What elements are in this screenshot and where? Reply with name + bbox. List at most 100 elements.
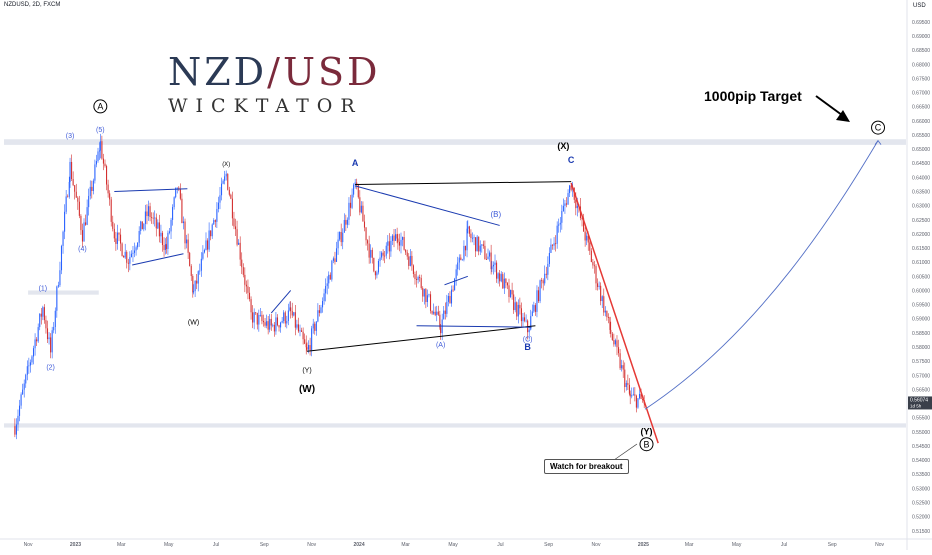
candle-body bbox=[29, 362, 31, 366]
candle-body bbox=[556, 225, 558, 244]
candle-body bbox=[216, 209, 218, 222]
candle-body bbox=[317, 310, 319, 322]
candle-body bbox=[289, 307, 291, 311]
candle-body bbox=[625, 383, 627, 388]
candle-body bbox=[92, 180, 94, 191]
candle-body bbox=[81, 230, 84, 242]
candle-body bbox=[207, 240, 209, 250]
candle-body bbox=[370, 249, 372, 258]
wave-label: (W) bbox=[299, 384, 315, 395]
price-tick-label: 0.65500 bbox=[912, 133, 930, 139]
candle-body bbox=[190, 266, 192, 277]
candle-body bbox=[468, 226, 470, 234]
candle-body bbox=[422, 288, 424, 297]
candle-body bbox=[72, 178, 74, 186]
candle-body bbox=[621, 365, 623, 369]
candle-body bbox=[228, 189, 230, 195]
candle-body bbox=[345, 219, 347, 225]
candle-body bbox=[629, 393, 631, 397]
candle-body bbox=[261, 314, 263, 321]
candle-body bbox=[315, 321, 317, 331]
candle-body bbox=[140, 221, 142, 232]
wave-label: B bbox=[644, 439, 650, 449]
candle-body bbox=[308, 345, 310, 350]
candle-body bbox=[51, 330, 53, 353]
candle-body bbox=[548, 252, 550, 264]
candle-body bbox=[124, 251, 126, 258]
candle-body bbox=[69, 161, 71, 182]
candle-body bbox=[252, 312, 254, 323]
time-tick-label: May bbox=[448, 542, 458, 548]
candle-body bbox=[239, 242, 241, 260]
candle-body bbox=[439, 314, 441, 328]
candle-body bbox=[118, 232, 120, 235]
candle-body bbox=[23, 383, 25, 390]
candle-body bbox=[132, 252, 134, 254]
candle-body bbox=[230, 194, 232, 199]
currency-label[interactable]: USD bbox=[913, 3, 926, 9]
candle-body bbox=[181, 198, 183, 224]
candle-body bbox=[275, 317, 277, 332]
candle-body bbox=[42, 307, 44, 317]
wave-label: A bbox=[352, 158, 359, 168]
candle-body bbox=[339, 231, 341, 240]
candle-body bbox=[200, 258, 202, 271]
candle-body bbox=[637, 398, 639, 408]
candle-body bbox=[214, 220, 216, 222]
candle-body bbox=[396, 234, 398, 239]
candle-body bbox=[129, 256, 131, 264]
candle-body bbox=[18, 405, 21, 416]
candle-body bbox=[604, 310, 606, 313]
candle-body bbox=[419, 277, 421, 279]
candle-body bbox=[160, 232, 162, 237]
price-tick-label: 0.55000 bbox=[912, 430, 930, 436]
candle-body bbox=[428, 294, 430, 296]
candle-body bbox=[178, 187, 180, 190]
candle-body bbox=[368, 243, 370, 258]
candle-body bbox=[323, 293, 325, 302]
candle-body bbox=[253, 312, 255, 323]
candle-body bbox=[37, 327, 39, 342]
candle-body bbox=[291, 310, 293, 316]
candle-body bbox=[600, 285, 602, 302]
candle-body bbox=[376, 272, 378, 276]
candle-body bbox=[343, 219, 345, 233]
price-tick-label: 0.66500 bbox=[912, 105, 930, 111]
candle-body bbox=[78, 201, 80, 216]
candle-body bbox=[25, 374, 27, 384]
candle-body bbox=[464, 245, 467, 251]
wave-label: C bbox=[568, 155, 575, 165]
candle-body bbox=[417, 277, 419, 280]
price-tick-label: 0.61000 bbox=[912, 260, 930, 266]
candle-body bbox=[244, 274, 246, 285]
candle-body bbox=[119, 234, 122, 244]
candle-body bbox=[77, 197, 79, 202]
candle-body bbox=[457, 262, 459, 270]
wave-label: (Y) bbox=[641, 427, 653, 437]
candle-body bbox=[607, 317, 609, 318]
minor-zone bbox=[28, 290, 99, 295]
candle-body bbox=[400, 239, 402, 246]
candle-body bbox=[590, 250, 592, 262]
candle-body bbox=[393, 235, 395, 241]
candle-body bbox=[569, 185, 571, 194]
candle-body bbox=[94, 164, 96, 181]
candle-body bbox=[193, 291, 195, 293]
candle-body bbox=[536, 290, 538, 312]
candle-body bbox=[14, 426, 16, 435]
candle-body bbox=[259, 314, 261, 316]
wave-label: (W) bbox=[188, 319, 199, 326]
candle-body bbox=[133, 250, 136, 253]
candle-body bbox=[147, 206, 150, 217]
candle-body bbox=[589, 242, 591, 251]
candle-body bbox=[431, 310, 433, 314]
candle-body bbox=[522, 317, 524, 322]
candle-body bbox=[519, 304, 521, 309]
candle-body bbox=[163, 245, 165, 250]
candle-body bbox=[290, 307, 292, 311]
candle-body bbox=[564, 203, 566, 206]
candle-body bbox=[143, 223, 145, 230]
candle-body bbox=[57, 285, 59, 287]
candle-body bbox=[446, 301, 448, 314]
